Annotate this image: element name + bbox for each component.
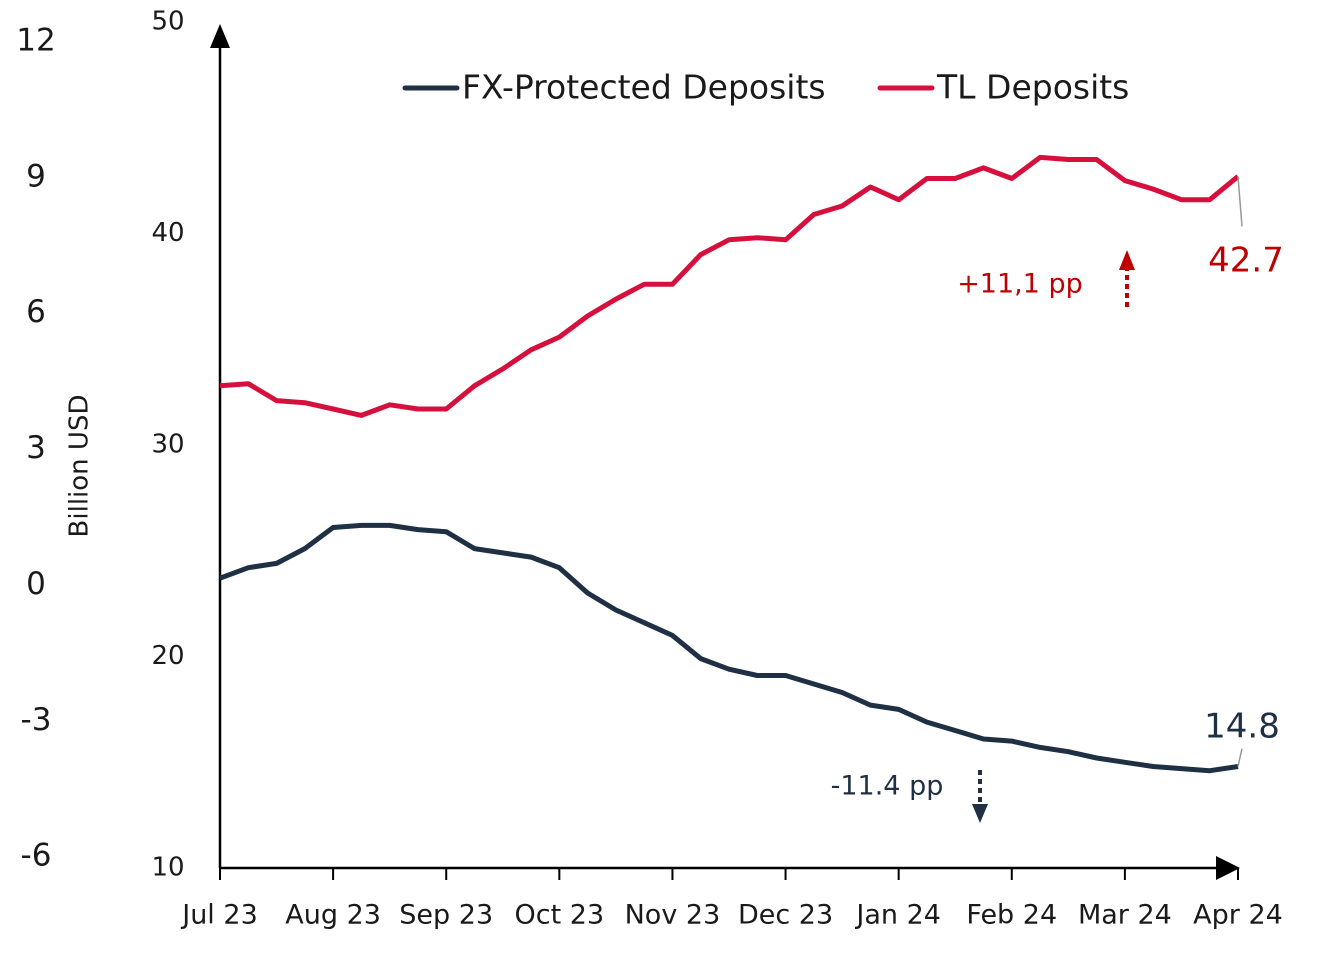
y2-tick-label: 12 <box>16 22 55 58</box>
y-tick-label: 10 <box>151 853 184 883</box>
y-tick-label: 50 <box>151 7 184 37</box>
y-tick-label: 40 <box>151 218 184 248</box>
y2-tick-label: 6 <box>26 294 46 330</box>
y2-tick-label: 0 <box>26 566 46 602</box>
y-axis-label: Billion USD <box>65 395 95 538</box>
y-tick-label: 30 <box>151 430 184 460</box>
x-tick-label: Aug 23 <box>285 900 381 931</box>
x-tick-label: Dec 23 <box>738 900 833 931</box>
y-tick-label: 20 <box>151 641 184 671</box>
annotation: -11.4 pp <box>831 771 944 802</box>
y2-tick-label: 3 <box>26 430 46 466</box>
x-tick-label: Jan 24 <box>854 900 941 931</box>
x-tick-label: Sep 23 <box>399 900 493 931</box>
x-tick-label: Oct 23 <box>515 900 605 931</box>
y2-tick-label: -3 <box>21 702 52 738</box>
legend-label: FX-Protected Deposits <box>462 68 826 107</box>
annotation-arrow-head <box>1119 250 1135 270</box>
leader-line <box>1237 176 1243 227</box>
y2-tick-label: 9 <box>26 158 46 194</box>
series-line <box>219 154 1240 418</box>
annotation: +11,1 pp <box>957 269 1083 300</box>
x-tick-label: Apr 24 <box>1193 900 1283 931</box>
y-axis-arrow <box>210 24 230 48</box>
annotation-arrow-head <box>972 804 988 823</box>
x-tick-label: Nov 23 <box>625 900 721 931</box>
data-label: 14.8 <box>1204 707 1280 747</box>
leader-line <box>1237 748 1243 767</box>
x-axis-arrow <box>1216 856 1240 880</box>
x-tick-label: Jul 23 <box>180 900 258 931</box>
series-line <box>219 522 1239 774</box>
x-tick-label: Mar 24 <box>1078 900 1172 931</box>
legend-label: TL Deposits <box>936 68 1129 107</box>
y2-tick-label: -6 <box>21 838 52 874</box>
data-label: 42.7 <box>1208 241 1284 281</box>
x-tick-label: Feb 24 <box>966 900 1057 931</box>
